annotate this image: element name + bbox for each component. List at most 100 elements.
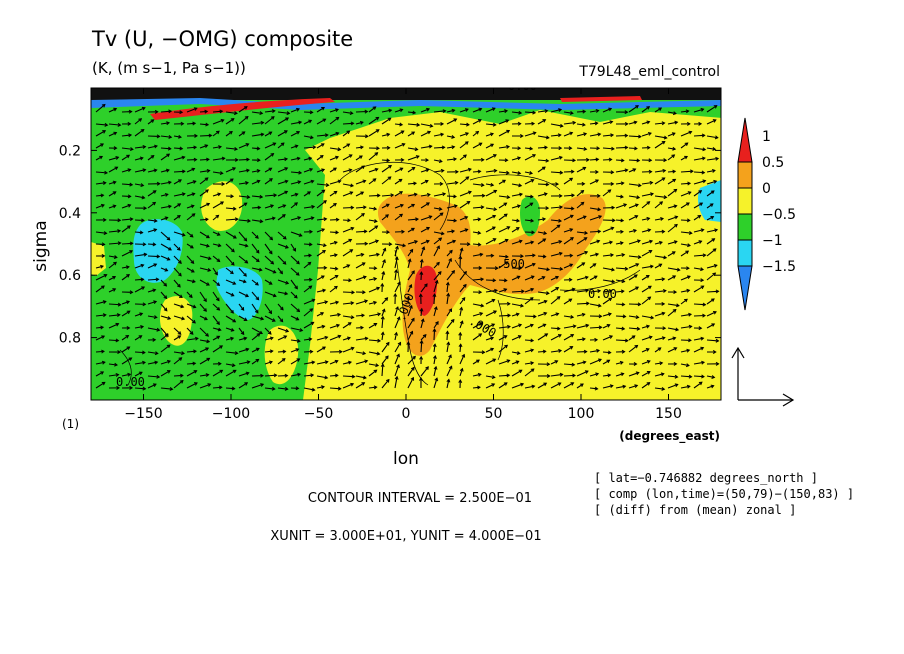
vector-arrow-head xyxy=(114,166,119,171)
vector-arrow xyxy=(329,324,340,329)
vector-arrow-head xyxy=(295,348,300,352)
vector-arrow xyxy=(680,275,691,281)
vector-arrow-head xyxy=(569,263,574,268)
vector-arrow-head xyxy=(451,108,456,113)
vector-arrow xyxy=(277,243,289,249)
vector-arrow-head xyxy=(140,277,145,282)
vector-arrow xyxy=(602,147,614,150)
vector-arrow xyxy=(498,202,507,209)
vector-arrow xyxy=(693,215,701,221)
vector-arrow xyxy=(706,229,718,233)
vector-arrow-head xyxy=(205,122,210,127)
vector-arrow xyxy=(277,255,287,265)
vector-arrow-head xyxy=(492,122,497,127)
vector-arrow-head xyxy=(714,228,719,233)
vector-arrow-head xyxy=(141,218,145,223)
vector-arrow-head xyxy=(334,285,338,290)
vector-arrow-head xyxy=(671,132,676,136)
vector-arrow-head xyxy=(556,224,561,229)
vector-arrow xyxy=(225,111,238,114)
vector-arrow-head xyxy=(243,237,248,242)
vector-arrow-head xyxy=(178,260,182,264)
vector-arrow-head xyxy=(700,107,705,112)
vector-arrow-head xyxy=(518,369,523,374)
vector-arrow-head xyxy=(648,249,653,254)
vector-arrow xyxy=(550,156,563,161)
vector-arrow xyxy=(693,180,706,185)
vector-arrow-head xyxy=(101,242,106,247)
vector-arrow-head xyxy=(439,181,444,186)
vector-arrow-head xyxy=(257,205,262,210)
vector-arrow xyxy=(706,264,718,269)
vector-arrow xyxy=(199,279,210,286)
vector-arrow xyxy=(134,278,144,281)
vector-arrow xyxy=(602,385,613,389)
vector-arrow-head xyxy=(164,333,169,338)
vector-arrow xyxy=(108,242,121,245)
vector-arrow-head xyxy=(646,120,651,125)
vector-arrow-head xyxy=(194,336,199,341)
vector-arrow xyxy=(121,300,130,305)
vector-arrow-head xyxy=(458,255,463,260)
vector-arrow xyxy=(121,183,133,186)
vector-arrow-head xyxy=(557,334,562,338)
vector-arrow-head xyxy=(128,133,133,138)
vector-arrow xyxy=(628,335,636,341)
vector-arrow xyxy=(238,131,246,137)
vector-arrow xyxy=(186,180,196,185)
vector-arrow xyxy=(160,205,172,209)
vector-arrow xyxy=(511,303,524,307)
vector-arrow xyxy=(394,246,399,257)
vector-arrow xyxy=(537,291,549,294)
vector-arrow-head xyxy=(464,108,469,112)
vector-arrow-head xyxy=(215,297,220,302)
vector-arrow xyxy=(394,213,403,221)
vector-arrow xyxy=(316,107,325,113)
vector-arrow-head xyxy=(712,350,717,354)
vector-arrow-head xyxy=(635,371,640,376)
vector-arrow-head xyxy=(518,110,523,115)
vector-arrow xyxy=(316,325,325,329)
vector-arrow-head xyxy=(113,131,118,136)
vector-arrow-head xyxy=(260,373,264,378)
vector-arrow xyxy=(641,265,654,269)
vector-arrow-head xyxy=(385,341,390,346)
vector-arrow-head xyxy=(206,282,210,286)
vector-arrow-head xyxy=(255,258,260,263)
vector-arrow-head xyxy=(541,166,546,171)
vector-arrow-head xyxy=(113,255,118,259)
vector-arrow-head xyxy=(219,369,224,374)
vector-arrow-head xyxy=(711,168,716,173)
vector-arrow xyxy=(602,134,614,137)
vector-arrow-head xyxy=(336,323,341,328)
vector-arrow xyxy=(472,386,481,389)
vector-arrow-head xyxy=(608,297,613,302)
vector-arrow xyxy=(446,240,456,245)
vector-arrow xyxy=(472,243,481,246)
vector-arrow-head xyxy=(582,109,587,114)
y-tick-label: 0.6 xyxy=(59,268,81,284)
vector-arrow xyxy=(212,345,223,353)
vector-arrow-head xyxy=(634,215,639,219)
vector-arrow xyxy=(329,156,339,161)
vector-arrow xyxy=(576,251,588,257)
vector-arrow xyxy=(264,194,277,197)
vector-arrow xyxy=(225,131,233,137)
vector-arrow xyxy=(498,146,510,149)
vector-arrow-head xyxy=(177,335,182,339)
vector-arrow-head xyxy=(710,384,715,389)
vector-arrow xyxy=(342,122,354,125)
vector-arrow-head xyxy=(466,201,471,205)
vector-arrow xyxy=(108,303,121,306)
vector-arrow-head xyxy=(255,296,260,301)
vector-arrow-head xyxy=(448,308,453,313)
vector-arrow-head xyxy=(558,348,563,353)
vector-arrow xyxy=(238,202,248,209)
vector-arrow-head xyxy=(686,121,691,126)
vector-arrow xyxy=(251,315,264,320)
vector-arrow xyxy=(290,181,301,185)
vector-arrow-head xyxy=(255,235,259,239)
vector-arrow xyxy=(108,108,117,113)
vector-arrow-head xyxy=(364,359,369,364)
vector-arrow xyxy=(654,241,663,245)
